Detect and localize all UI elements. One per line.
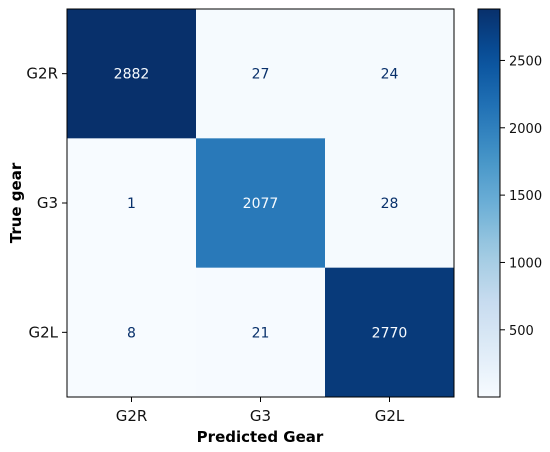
heatmap-cell: [325, 267, 455, 398]
cell-value-label: 28: [381, 196, 399, 212]
y-axis-ticks: G2R G3 G2L: [26, 65, 67, 341]
heatmap-cell: [325, 138, 455, 269]
heatmap-cell: [196, 267, 326, 398]
colorbar-ticks: 500 1000 1500 2000 2500: [500, 54, 542, 339]
x-tick-label: G2L: [375, 407, 405, 425]
colorbar: [477, 8, 501, 398]
cell-value-label: 8: [127, 325, 136, 341]
cell-value-label: 2882: [114, 67, 150, 83]
heatmap-cell: [67, 267, 197, 398]
heatmap-cell: [325, 9, 455, 139]
y-axis-label: True gear: [7, 162, 25, 243]
x-axis-ticks: G2R G3 G2L: [116, 397, 405, 425]
heatmap-cell: [196, 138, 326, 269]
heatmap-cell: [67, 138, 197, 269]
colorbar-tick-label: 1000: [509, 256, 542, 271]
colorbar-tick-label: 1500: [509, 189, 542, 204]
cell-value-label: 27: [252, 67, 270, 83]
y-tick-label: G2R: [26, 65, 58, 83]
cell-value-label: 1: [127, 196, 136, 212]
colorbar-tick-label: 500: [509, 324, 534, 339]
colorbar-tick-label: 2000: [509, 122, 542, 137]
heatmap-cell: [196, 9, 326, 139]
x-axis-label: Predicted Gear: [197, 428, 324, 446]
y-tick-label: G2L: [28, 323, 58, 341]
cell-value-label: 2770: [372, 325, 408, 341]
heatmap-cells: 2882 27 24 1 2077 28 8 21 2770: [67, 9, 455, 398]
colorbar-tick-label: 2500: [509, 54, 542, 69]
cell-value-label: 21: [252, 325, 270, 341]
y-tick-label: G3: [37, 194, 58, 212]
x-tick-label: G2R: [116, 407, 148, 425]
x-tick-label: G3: [250, 407, 271, 425]
heatmap-cell: [67, 9, 197, 139]
cell-value-label: 2077: [243, 196, 279, 212]
cell-value-label: 24: [381, 67, 399, 83]
